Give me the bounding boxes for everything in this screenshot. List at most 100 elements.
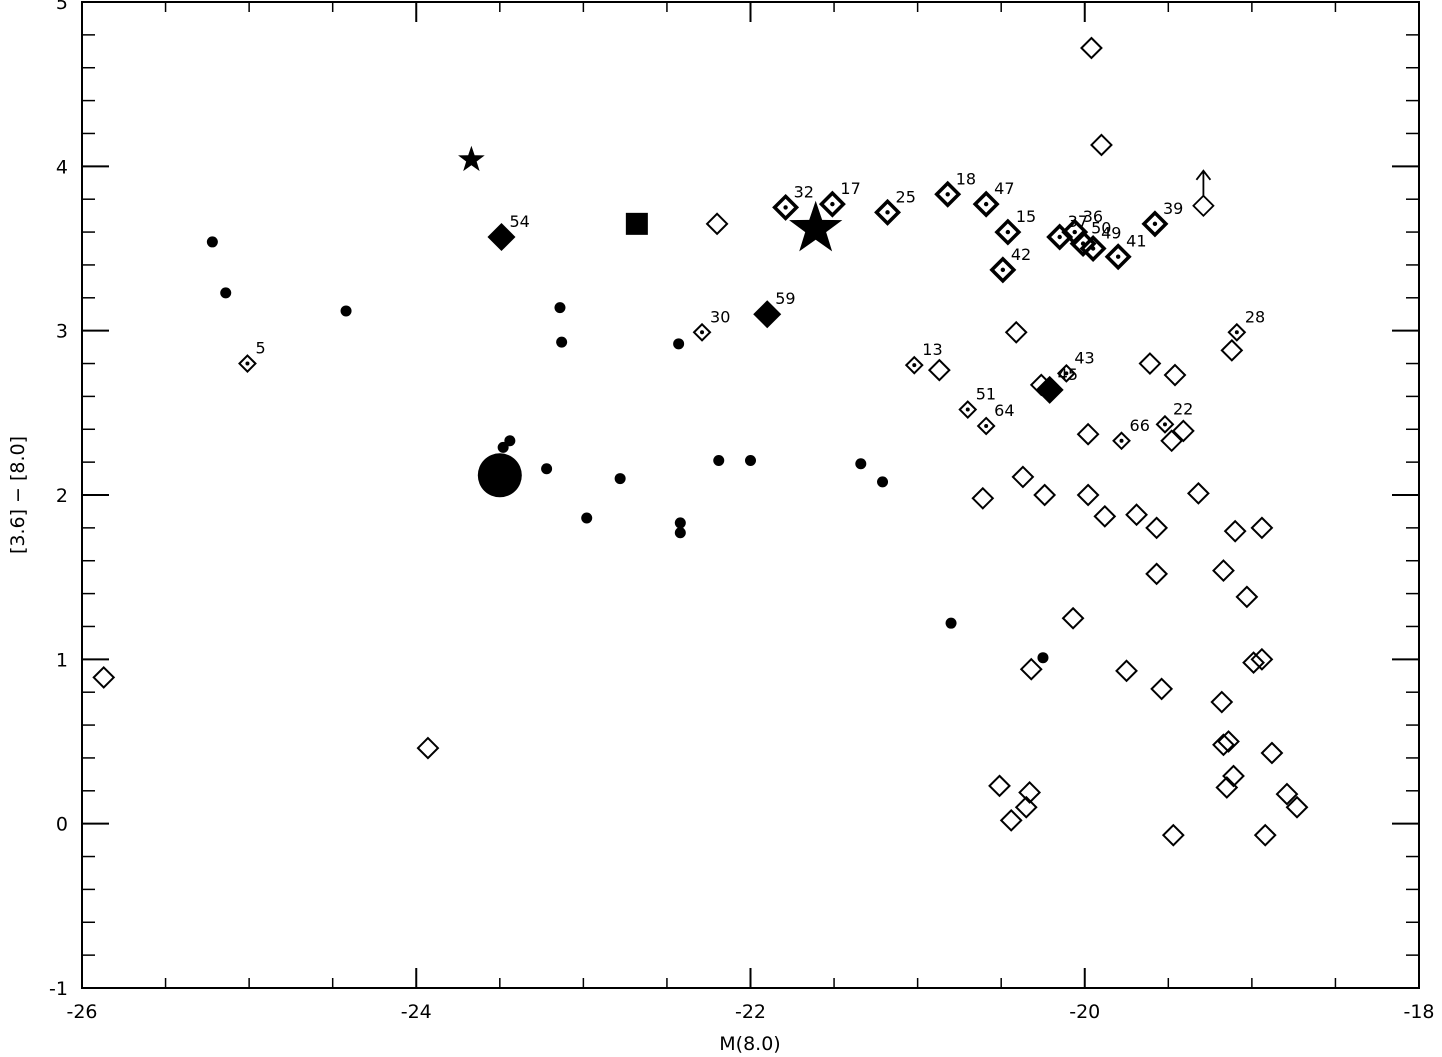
point-dot bbox=[783, 205, 788, 210]
point bbox=[927, 358, 951, 382]
point bbox=[1056, 363, 1076, 383]
point-dot bbox=[700, 330, 705, 335]
x-tick-label: -26 bbox=[66, 1001, 97, 1023]
point bbox=[1061, 606, 1085, 630]
point bbox=[1217, 730, 1240, 753]
x-axis-label: M(8.0) bbox=[719, 1033, 780, 1055]
x-tick-label: -18 bbox=[1403, 1001, 1434, 1023]
point bbox=[614, 473, 626, 485]
point-label: 43 bbox=[1074, 348, 1094, 367]
point-dot bbox=[1090, 246, 1096, 251]
point bbox=[1155, 414, 1175, 434]
point bbox=[581, 512, 593, 524]
point bbox=[934, 180, 962, 208]
y-tick-label: 5 bbox=[56, 0, 68, 14]
point-label: 32 bbox=[794, 182, 814, 201]
point bbox=[1093, 504, 1117, 528]
point bbox=[1079, 235, 1107, 262]
point-dot bbox=[1064, 371, 1069, 376]
point bbox=[1011, 465, 1035, 489]
point-label: 25 bbox=[896, 187, 916, 206]
point bbox=[487, 222, 516, 251]
point bbox=[673, 338, 685, 350]
point bbox=[1227, 322, 1247, 342]
point bbox=[1014, 795, 1038, 819]
point-dot bbox=[984, 423, 989, 428]
point bbox=[1212, 733, 1235, 757]
point bbox=[1163, 363, 1187, 387]
point bbox=[1220, 338, 1244, 362]
y-axis-label: [3.6] − [8.0] bbox=[7, 436, 29, 554]
point-label: 15 bbox=[1016, 207, 1036, 226]
point bbox=[1275, 782, 1299, 806]
point bbox=[976, 416, 996, 436]
point bbox=[999, 808, 1023, 832]
point-dot bbox=[1115, 254, 1121, 259]
point bbox=[1260, 741, 1284, 765]
point-dot bbox=[1005, 229, 1011, 235]
point bbox=[1104, 243, 1132, 271]
point bbox=[972, 190, 1000, 218]
point bbox=[1192, 169, 1215, 218]
point-label: 22 bbox=[1173, 399, 1193, 418]
point bbox=[818, 190, 846, 218]
point bbox=[1222, 764, 1245, 788]
point-dot bbox=[983, 201, 989, 207]
point bbox=[988, 774, 1011, 798]
x-tick-label: -24 bbox=[401, 1001, 432, 1023]
x-tick-label: -20 bbox=[1069, 1001, 1100, 1023]
point bbox=[220, 287, 232, 299]
point bbox=[904, 355, 924, 375]
point-label: 59 bbox=[775, 289, 795, 308]
point bbox=[206, 236, 218, 248]
point bbox=[1138, 352, 1162, 375]
point bbox=[1186, 481, 1210, 505]
plot-frame bbox=[81, 1, 1420, 989]
point bbox=[1018, 781, 1042, 804]
point bbox=[705, 212, 729, 236]
point-label: 49 bbox=[1101, 224, 1121, 243]
point bbox=[1160, 429, 1184, 453]
point bbox=[989, 256, 1017, 284]
point bbox=[625, 212, 648, 235]
point bbox=[1035, 375, 1064, 404]
point bbox=[477, 453, 522, 498]
point bbox=[1004, 320, 1028, 344]
point-dot bbox=[885, 210, 890, 215]
point bbox=[1145, 516, 1169, 540]
point bbox=[1253, 823, 1277, 847]
point bbox=[1250, 516, 1274, 540]
point bbox=[1285, 795, 1309, 819]
x-tick-label: -22 bbox=[735, 1001, 766, 1023]
point bbox=[1150, 677, 1174, 701]
point bbox=[1171, 419, 1195, 443]
point-label: 36 bbox=[1083, 207, 1103, 226]
point bbox=[1080, 36, 1103, 60]
point bbox=[1112, 431, 1131, 451]
point bbox=[541, 463, 553, 475]
point bbox=[958, 400, 978, 419]
point bbox=[1145, 562, 1169, 586]
point bbox=[789, 200, 843, 252]
point-label: 47 bbox=[994, 179, 1014, 198]
point bbox=[1019, 657, 1043, 681]
point-label: 54 bbox=[509, 212, 529, 231]
point-label: 18 bbox=[956, 169, 976, 188]
point bbox=[855, 458, 867, 470]
y-tick-label: 4 bbox=[56, 156, 68, 178]
point-dot bbox=[1234, 330, 1239, 335]
point bbox=[504, 435, 516, 447]
point bbox=[1223, 519, 1247, 543]
point-label: 41 bbox=[1126, 232, 1146, 251]
point bbox=[772, 193, 800, 221]
point bbox=[1076, 483, 1100, 507]
point-dot bbox=[965, 407, 970, 412]
point bbox=[971, 486, 995, 510]
point bbox=[1242, 651, 1265, 675]
point bbox=[1215, 776, 1239, 799]
y-tick-label: 3 bbox=[56, 321, 68, 343]
point-label: 42 bbox=[1011, 245, 1031, 264]
point-dot bbox=[830, 201, 835, 207]
point bbox=[877, 476, 889, 488]
y-tick-label: 1 bbox=[56, 649, 68, 671]
